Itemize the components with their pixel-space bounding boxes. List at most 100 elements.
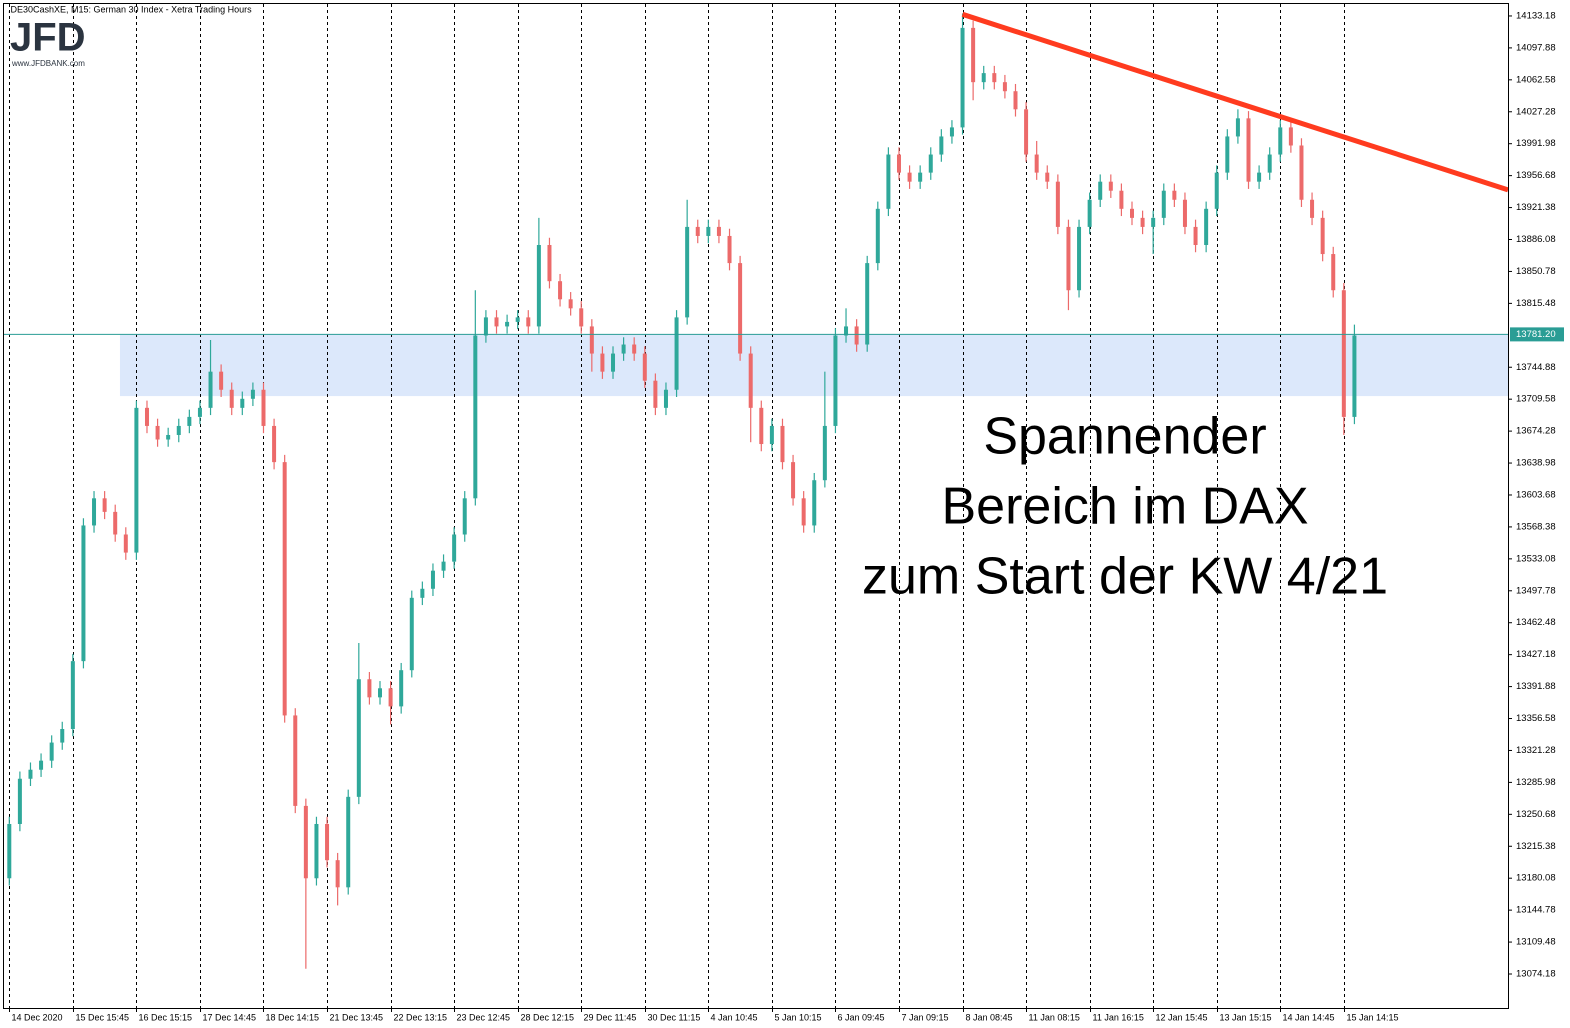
candle-body	[558, 281, 563, 300]
candle-body	[600, 353, 605, 372]
candle-body	[430, 570, 435, 589]
y-tick-label: 13744.88	[1516, 362, 1556, 373]
y-tick-label: 13285.98	[1516, 777, 1556, 788]
x-tick-label: 14 Dec 2020	[12, 1012, 63, 1022]
candle-body	[663, 389, 668, 408]
candle-body	[1045, 172, 1050, 182]
y-tick-label: 14097.88	[1516, 42, 1556, 53]
candle-body	[123, 534, 128, 553]
x-tick-label: 28 Dec 12:15	[521, 1012, 575, 1022]
x-tick-label: 12 Jan 15:45	[1156, 1012, 1208, 1022]
candle-body	[28, 769, 33, 779]
x-tick-label: 30 Dec 11:15	[648, 1012, 701, 1022]
candle-body	[716, 226, 721, 236]
candle-body	[1331, 254, 1336, 291]
y-tick-label: 13638.98	[1516, 458, 1556, 469]
candle-body	[1002, 82, 1007, 92]
candle-body	[39, 760, 44, 770]
logo: JFD	[10, 16, 86, 60]
y-tick-label: 14133.18	[1516, 10, 1556, 21]
candle-body	[197, 407, 202, 417]
candle-body	[473, 335, 478, 499]
candle-body	[918, 172, 923, 182]
candle-body	[632, 344, 637, 354]
header: .DE30CashXE, M15: German 30 Index - Xetr…	[8, 4, 252, 14]
candle-body	[589, 326, 594, 354]
x-tick-label: 21 Dec 13:45	[330, 1012, 384, 1022]
candle-body	[494, 317, 499, 327]
candle-body	[378, 688, 382, 698]
candle-body	[240, 398, 245, 408]
candle-body	[134, 407, 139, 553]
candle-body	[875, 208, 880, 264]
candle-body	[738, 263, 743, 354]
x-tick-label: 13 Jan 15:15	[1220, 1012, 1272, 1022]
candle-body	[844, 326, 849, 336]
x-tick-label: 23 Dec 12:45	[457, 1012, 511, 1022]
candle-body	[1246, 118, 1251, 182]
candle-body	[49, 742, 54, 761]
candle-body	[452, 534, 457, 562]
candle-body	[335, 860, 340, 888]
candle-body	[60, 729, 65, 743]
candle-body	[769, 425, 774, 445]
y-tick-label: 13568.38	[1516, 521, 1556, 532]
y-tick-label: 13921.38	[1516, 202, 1556, 213]
annotation: Spannender	[983, 408, 1266, 466]
y-tick-label: 13956.68	[1516, 170, 1556, 181]
candle-body	[886, 154, 891, 209]
candle-body	[367, 679, 372, 698]
candle-body	[992, 73, 997, 83]
candle-body	[780, 425, 785, 463]
candle-body	[176, 425, 181, 435]
candle-body	[155, 425, 160, 440]
candle-body	[833, 335, 838, 426]
candle-body	[727, 235, 732, 264]
candle-body	[219, 371, 224, 390]
y-tick-label: 13356.58	[1516, 713, 1556, 724]
candle-body	[971, 27, 976, 83]
candle-body	[1225, 136, 1230, 173]
x-tick-label: 15 Jan 14:15	[1347, 1012, 1399, 1022]
y-tick-label: 13074.18	[1516, 969, 1556, 980]
x-tick-label: 11 Jan 08:15	[1029, 1012, 1080, 1022]
candle-body	[187, 416, 192, 426]
candle-body	[653, 380, 658, 408]
y-tick-label: 13391.88	[1516, 681, 1556, 692]
candle-body	[748, 353, 753, 408]
candle-body	[1204, 208, 1209, 246]
candle-body	[981, 73, 986, 83]
candle-body	[907, 172, 912, 182]
candle-body	[1161, 190, 1166, 218]
candle-body	[70, 661, 75, 730]
candle-body	[1182, 199, 1187, 227]
x-tick-label: 14 Jan 14:45	[1283, 1012, 1335, 1022]
candle-body	[1140, 217, 1145, 227]
y-tick-label: 13180.08	[1516, 873, 1556, 884]
candle-body	[759, 407, 764, 445]
candle-body	[1098, 181, 1103, 200]
candle-body	[1087, 199, 1092, 227]
x-tick-label: 18 Dec 14:15	[266, 1012, 320, 1022]
candle-body	[791, 462, 796, 499]
y-tick-label: 14062.58	[1516, 74, 1556, 85]
candle-body	[388, 688, 393, 707]
candle-body	[229, 389, 234, 408]
annotation: zum Start der KW 4/21	[862, 548, 1388, 606]
candle-body	[706, 226, 711, 236]
candle-body	[1352, 335, 1357, 417]
candle-body	[409, 597, 414, 671]
candle-body	[505, 321, 510, 327]
candle-body	[102, 498, 107, 512]
candle-body	[92, 498, 97, 526]
candle-body	[303, 805, 308, 879]
candle-body	[1119, 190, 1124, 209]
candle-body	[399, 670, 404, 707]
candle-body	[1257, 172, 1262, 182]
candle-body	[250, 389, 255, 399]
y-tick-label: 13144.78	[1516, 905, 1556, 916]
candle-body	[1130, 208, 1134, 218]
candle-body	[1267, 154, 1272, 173]
candle-body	[695, 226, 700, 236]
